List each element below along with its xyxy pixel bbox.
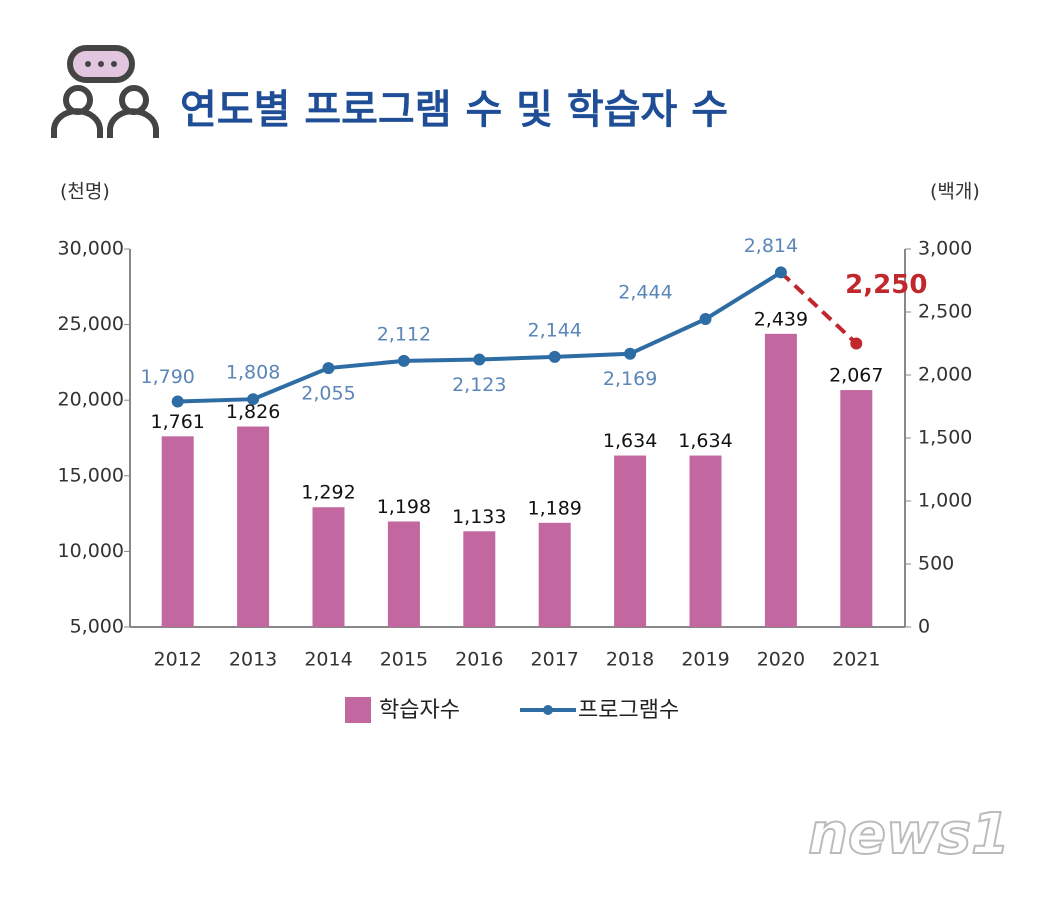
y2-tick-label: 2,000 xyxy=(918,364,972,386)
bar-value-label: 1,292 xyxy=(301,482,355,504)
legend-swatch xyxy=(345,697,371,723)
line-value-label: 2,123 xyxy=(452,374,506,396)
y2-tick-label: 3,000 xyxy=(918,238,972,260)
bar xyxy=(161,436,194,627)
projected-line xyxy=(779,270,858,345)
y-tick-label: 10,000 xyxy=(58,540,124,562)
bar xyxy=(312,507,345,627)
line-point xyxy=(548,350,561,363)
line-point xyxy=(624,347,637,360)
line-point xyxy=(774,266,787,279)
y2-tick-label: 1,500 xyxy=(918,427,972,449)
line-value-label: 2,112 xyxy=(377,323,431,345)
bar xyxy=(764,333,797,627)
x-tick-label: 2020 xyxy=(757,649,805,671)
x-tick-label: 2019 xyxy=(681,649,729,671)
bar-value-label: 1,189 xyxy=(527,497,581,519)
line-value-label: 2,444 xyxy=(618,282,672,304)
y2-tick-label: 500 xyxy=(918,553,954,575)
line-point xyxy=(171,395,184,408)
bar-value-label: 1,634 xyxy=(678,430,732,452)
watermark: news1 xyxy=(808,802,1010,867)
line-value-label: 2,144 xyxy=(527,319,581,341)
bar xyxy=(840,390,873,627)
bar xyxy=(237,426,270,627)
y-tick-label: 5,000 xyxy=(70,616,124,638)
x-tick-label: 2016 xyxy=(455,649,503,671)
x-tick-label: 2017 xyxy=(531,649,579,671)
line-point xyxy=(473,353,486,366)
bar-value-label: 1,826 xyxy=(226,401,280,423)
legend-label: 학습자수 xyxy=(379,698,460,723)
x-tick-label: 2015 xyxy=(380,649,428,671)
x-tick-label: 2013 xyxy=(229,649,277,671)
y2-tick-label: 2,500 xyxy=(918,301,972,323)
line-point xyxy=(699,313,712,326)
line-value-label: 1,808 xyxy=(226,362,280,384)
line-value-label: 1,790 xyxy=(140,366,194,388)
y-tick-label: 30,000 xyxy=(58,238,124,260)
line-value-label: 2,169 xyxy=(603,368,657,390)
y2-tick-label: 0 xyxy=(918,616,930,638)
legend-label: 프로그램수 xyxy=(578,698,679,723)
x-tick-label: 2012 xyxy=(154,649,202,671)
bar-value-label: 2,067 xyxy=(829,365,883,387)
y-tick-label: 20,000 xyxy=(58,389,124,411)
bar xyxy=(463,531,496,627)
line-point xyxy=(397,354,410,367)
bar-value-label: 2,439 xyxy=(754,308,808,330)
icon xyxy=(51,45,159,138)
line-point xyxy=(322,362,335,375)
bar-value-label: 1,198 xyxy=(377,496,431,518)
y2-axis-label: (백개) xyxy=(930,181,980,203)
y2-tick-label: 1,000 xyxy=(918,490,972,512)
bar xyxy=(387,521,420,627)
bar-value-label: 1,634 xyxy=(603,430,657,452)
x-tick-label: 2014 xyxy=(304,649,352,671)
bar xyxy=(614,455,647,627)
bar-value-label: 1,133 xyxy=(452,506,506,528)
chart-title: 연도별 프로그램 수 및 학습자 수 xyxy=(180,87,728,133)
y-axis-label: (천명) xyxy=(60,181,110,203)
bar xyxy=(538,522,571,627)
y-tick-label: 15,000 xyxy=(58,464,124,486)
bar-value-label: 1,761 xyxy=(150,411,204,433)
line-value-label: 2,250 xyxy=(845,270,927,300)
line-point xyxy=(247,393,260,406)
line-point xyxy=(850,337,863,350)
line-value-label: 2,814 xyxy=(744,235,798,257)
bar xyxy=(689,455,722,627)
legend-swatch xyxy=(543,705,553,715)
y-tick-label: 25,000 xyxy=(58,313,124,335)
x-tick-label: 2021 xyxy=(832,649,880,671)
x-tick-label: 2018 xyxy=(606,649,654,671)
line-value-label: 2,055 xyxy=(301,383,355,405)
